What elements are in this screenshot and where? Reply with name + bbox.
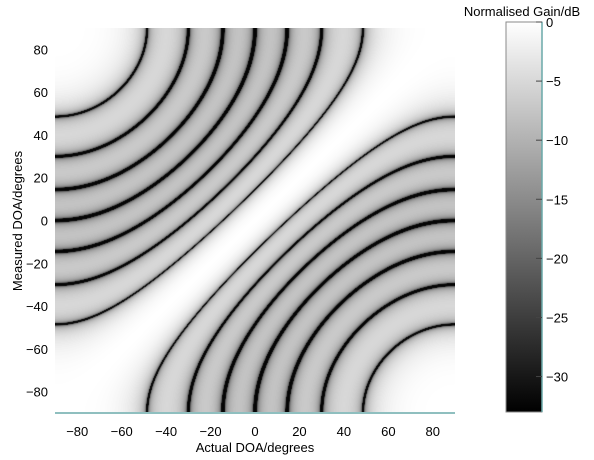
y-tick-label: 0 xyxy=(41,214,48,229)
y-tick-label: 60 xyxy=(34,85,48,100)
y-tick-label: −20 xyxy=(26,256,48,271)
x-axis-ticks: −80 −60 −40 −20 0 20 40 60 80 xyxy=(66,424,440,439)
x-axis-label: Actual DOA/degrees xyxy=(196,440,315,455)
x-tick-label: 80 xyxy=(426,424,440,439)
x-tick-label: −40 xyxy=(155,424,177,439)
y-axis-label: Measured DOA/degrees xyxy=(10,150,25,291)
colorbar-tick-label: 0 xyxy=(546,15,553,30)
x-tick-label: −80 xyxy=(66,424,88,439)
y-tick-label: 80 xyxy=(34,42,48,57)
x-tick-label: 60 xyxy=(381,424,395,439)
colorbar-tick-label: −15 xyxy=(546,192,568,207)
colorbar-tick-label: −30 xyxy=(546,370,568,385)
colorbar-tick-label: −25 xyxy=(546,310,568,325)
x-tick-label: −60 xyxy=(111,424,133,439)
heatmap-plot-area xyxy=(55,28,455,414)
colorbar: 0 −5 −10 −15 −20 −25 −30 Normalised Gain/dB xyxy=(464,4,580,413)
y-tick-label: −40 xyxy=(26,299,48,314)
y-axis-ticks: 80 60 40 20 0 −20 −40 −60 −80 xyxy=(26,42,48,399)
colorbar-label: Normalised Gain/dB xyxy=(464,4,580,19)
x-tick-label: 0 xyxy=(251,424,258,439)
colorbar-tick-label: −5 xyxy=(546,74,561,89)
heatmap-image xyxy=(55,28,455,413)
x-tick-label: 20 xyxy=(292,424,306,439)
x-tick-label: −20 xyxy=(200,424,222,439)
colorbar-gradient xyxy=(505,21,543,413)
y-tick-label: 40 xyxy=(34,128,48,143)
y-tick-label: −80 xyxy=(26,385,48,400)
colorbar-ticks: 0 −5 −10 −15 −20 −25 −30 xyxy=(536,15,568,385)
x-tick-label: 40 xyxy=(337,424,351,439)
colorbar-tick-label: −20 xyxy=(546,251,568,266)
colorbar-tick-label: −10 xyxy=(546,133,568,148)
y-tick-label: 20 xyxy=(34,171,48,186)
y-tick-label: −60 xyxy=(26,342,48,357)
